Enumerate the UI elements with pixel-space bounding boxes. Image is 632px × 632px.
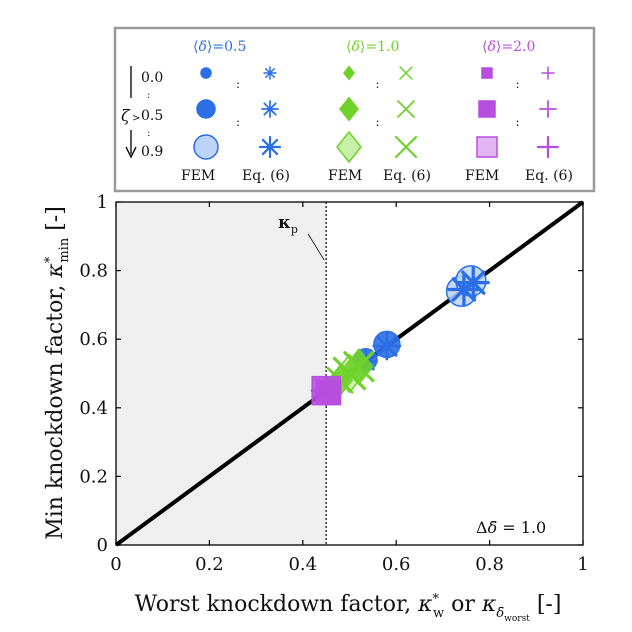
data-point-s5-p0	[310, 375, 342, 407]
data-point-s3-p1	[343, 351, 375, 383]
legend-blue-fem-marker-1	[196, 99, 216, 119]
zeta-arrow-head	[125, 146, 137, 159]
data-points	[310, 265, 490, 407]
legend-blue-eq-marker-2	[258, 135, 282, 159]
legend-purple-fem-marker-1	[478, 100, 496, 118]
y-tick-label-1: 0.2	[79, 466, 108, 487]
legend-purple-eq-marker-2	[536, 135, 560, 159]
legend-column-labels: FEM Eq. (6) FEM Eq. (6) FEM Eq. (6)	[181, 168, 573, 184]
legend-purple-fem-marker-0	[481, 67, 493, 79]
legend-fem-label-purple: FEM	[465, 168, 499, 184]
y-tick-label-4: 0.8	[79, 261, 108, 282]
x-tick-label-1: 0.2	[195, 554, 224, 575]
legend-eq-label-blue: Eq. (6)	[242, 168, 290, 184]
x-tick-label-4: 0.8	[475, 554, 504, 575]
y-tick-label-3: 0.6	[79, 329, 108, 350]
legend-purple-colon-1: :	[515, 115, 519, 129]
axes-frame	[115, 201, 584, 546]
legend-markers: ::::::	[193, 65, 560, 164]
x-tick-label-3: 0.6	[382, 554, 411, 575]
kappa-p-label: κp	[278, 213, 298, 236]
data-point-s1-p2	[372, 331, 402, 361]
legend-blue-eq-marker-1	[261, 100, 279, 118]
legend-blue-colon-1: :	[236, 115, 240, 129]
x-axis-label: Worst knockdown factor, κ* w or κδ̄worst …	[135, 592, 562, 624]
delta-annotation: Δpδ̄ = 1.0	[476, 518, 546, 537]
legend-purple-colon-0: :	[515, 77, 519, 91]
data-point-s4-p1	[315, 379, 342, 406]
y-axis-label: Min knockdown factor, κ*min [-]	[43, 206, 72, 540]
legend-title-blue: ⟨δ̄⟩=0.5	[193, 39, 246, 55]
legend-eq-label-green: Eq. (6)	[383, 168, 431, 184]
legend-fem-label-green: FEM	[328, 168, 362, 184]
zeta-symbol: ζ	[121, 106, 131, 125]
kappa-p-pointer	[307, 233, 325, 261]
data-point-s1-p0	[447, 272, 481, 307]
legend-green-fem-marker-0	[343, 65, 355, 81]
y-tick-label-2: 0.4	[79, 398, 108, 419]
legend-green-fem-marker-2	[336, 130, 362, 164]
legend-zeta-scale: ζ > 0.0 : 0.5 : 0.9	[121, 66, 163, 160]
y-tick-label-5: 1	[97, 192, 108, 213]
legend-green-fem-marker-1	[339, 96, 359, 122]
legend-blue-fem-marker-2	[193, 134, 219, 160]
legend-blue-colon-0: :	[236, 77, 240, 91]
legend-title-green: ⟨δ̄⟩=1.0	[346, 39, 399, 55]
legend-fem-label-blue: FEM	[181, 168, 215, 184]
x-tick-label-5: 1	[577, 554, 588, 575]
legend-green-eq-marker-0	[399, 66, 413, 80]
legend-purple-fem-marker-2	[476, 136, 498, 158]
x-tick-label-2: 0.4	[288, 554, 317, 575]
zeta-colon-1: :	[147, 128, 150, 139]
zeta-colon-0: :	[147, 90, 150, 101]
legend-blue-eq-marker-0	[263, 66, 277, 80]
legend-green-eq-marker-2	[394, 135, 418, 159]
legend-green-colon-0: :	[375, 77, 379, 91]
axis-ticks: 0 0.2 0.4 0.6 0.8 1 0 0.2 0.4 0.6 0.8 1	[79, 192, 588, 575]
legend-eq-label-purple: Eq. (6)	[525, 168, 573, 184]
zeta-value-2: 0.9	[141, 144, 163, 160]
legend-green-eq-marker-1	[397, 100, 415, 118]
legend-blue-fem-marker-0	[200, 67, 212, 79]
legend-purple-eq-marker-1	[539, 100, 557, 118]
legend-purple-eq-marker-0	[541, 66, 555, 80]
zeta-value-1: 0.5	[141, 108, 163, 124]
x-tick-label-0: 0	[110, 554, 121, 575]
legend-group-titles: ⟨δ̄⟩=0.5 ⟨δ̄⟩=1.0 ⟨δ̄⟩=2.0	[193, 39, 535, 55]
zeta-value-0: 0.0	[141, 70, 163, 86]
legend-green-colon-1: :	[375, 115, 379, 129]
data-point-s1-p1	[456, 265, 490, 300]
legend-title-purple: ⟨δ̄⟩=2.0	[482, 39, 535, 55]
y-tick-label-0: 0	[97, 535, 108, 556]
zeta-gt: >	[132, 113, 140, 124]
shaded-region	[116, 202, 327, 545]
